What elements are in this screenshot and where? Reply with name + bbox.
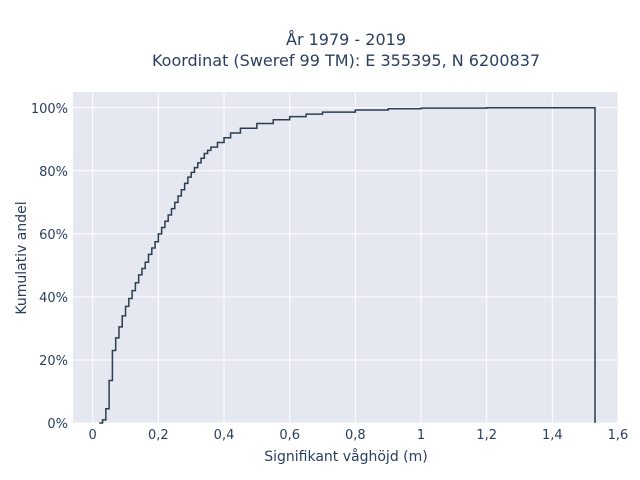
x-tick-label: 1 bbox=[417, 428, 425, 443]
y-tick-label: 20% bbox=[39, 354, 68, 369]
series-layer bbox=[99, 107, 596, 424]
x-axis-ticks: 0 0,2 0,4 0,6 0,8 1 1,2 1,4 1,6 bbox=[89, 428, 629, 443]
x-tick-label: 0 bbox=[89, 428, 97, 443]
plot-area bbox=[73, 92, 618, 423]
y-axis-ticks: 0% 20% 40% 60% 80% 100% bbox=[31, 102, 68, 432]
x-tick-label: 0,8 bbox=[345, 428, 366, 443]
y-tick-label: 60% bbox=[39, 228, 68, 243]
cdf-step-line bbox=[99, 107, 596, 424]
x-tick-label: 1,6 bbox=[608, 428, 629, 443]
x-axis-title: Signifikant våghöjd (m) bbox=[264, 448, 427, 465]
x-tick-label: 0,4 bbox=[214, 428, 235, 443]
x-tick-label: 1,4 bbox=[542, 428, 563, 443]
y-axis-title: Kumulativ andel bbox=[14, 201, 30, 314]
y-tick-label: 100% bbox=[31, 102, 68, 117]
chart-title-line-1: År 1979 - 2019 bbox=[286, 30, 406, 49]
x-tick-label: 0,6 bbox=[279, 428, 300, 443]
y-tick-label: 80% bbox=[39, 165, 68, 180]
x-tick-label: 1,2 bbox=[476, 428, 497, 443]
y-tick-label: 40% bbox=[39, 291, 68, 306]
x-gridlines bbox=[92, 92, 619, 423]
chart-title-line-2: Koordinat (Sweref 99 TM): E 355395, N 62… bbox=[152, 51, 540, 70]
x-tick-label: 0,2 bbox=[148, 428, 169, 443]
y-tick-label: 0% bbox=[47, 417, 68, 432]
